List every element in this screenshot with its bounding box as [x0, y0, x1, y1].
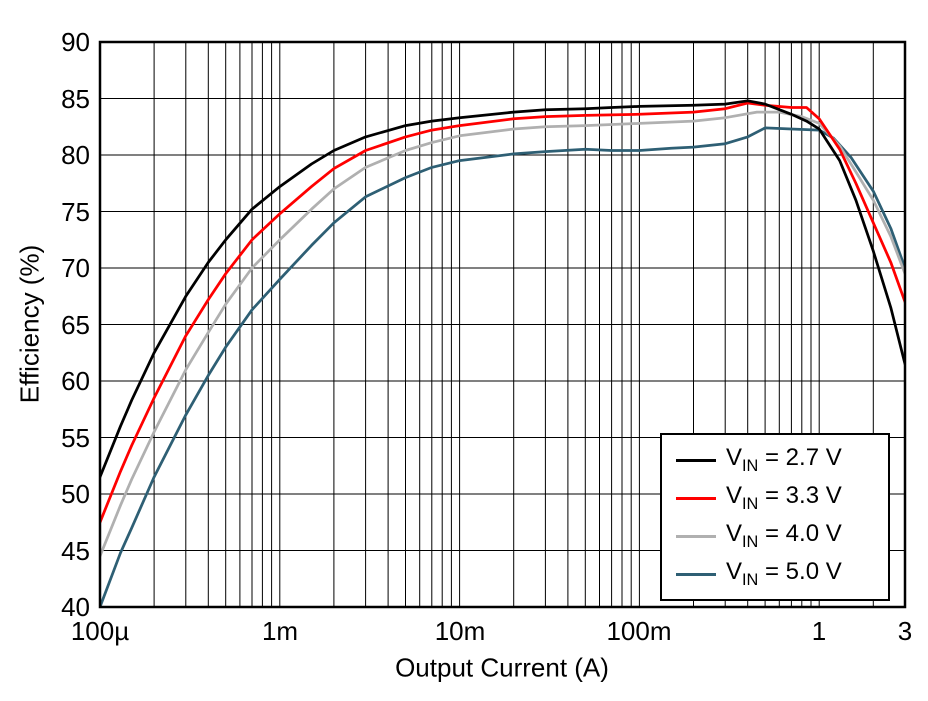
- legend-item-vin-3p3: VIN = 3.3 V: [676, 479, 874, 517]
- series-line-vin-5p0: [100, 126, 905, 607]
- legend-label: VIN = 5.0 V: [726, 558, 842, 589]
- x-tick-label: 10m: [434, 616, 486, 646]
- legend-line-swatch: [676, 572, 716, 576]
- x-tick-label: 3: [897, 616, 913, 646]
- x-axis-title: Output Current (A): [395, 652, 609, 683]
- legend-line-swatch: [676, 496, 716, 500]
- series-line-vin-4p0: [100, 110, 905, 558]
- y-tick-label: 45: [61, 536, 90, 566]
- series-line-vin-2p7: [100, 99, 905, 479]
- legend-line-swatch: [676, 534, 716, 538]
- plot-border: [98, 40, 907, 609]
- legend-item-vin-2p7: VIN = 2.7 V: [676, 441, 874, 479]
- series-line-vin-3p3: [100, 101, 905, 524]
- y-tick-label: 40: [61, 592, 90, 622]
- legend-label: VIN = 2.7 V: [726, 444, 842, 475]
- y-tick-label: 90: [61, 27, 90, 57]
- legend-item-vin-5p0: VIN = 5.0 V: [676, 555, 874, 593]
- legend-label: VIN = 3.3 V: [726, 482, 842, 513]
- y-tick-label: 75: [61, 197, 90, 227]
- y-tick-label: 70: [61, 253, 90, 283]
- y-tick-label: 85: [61, 84, 90, 114]
- x-tick-label: 1m: [261, 616, 299, 646]
- y-tick-label: 65: [61, 310, 90, 340]
- legend-label: VIN = 4.0 V: [726, 520, 842, 551]
- y-tick-label: 60: [61, 366, 90, 396]
- legend-item-vin-4p0: VIN = 4.0 V: [676, 517, 874, 555]
- x-tick-label: 1: [811, 616, 827, 646]
- x-tick-label: 100µ: [70, 616, 130, 646]
- legend: VIN = 2.7 V VIN = 3.3 V VIN = 4.0 V VIN …: [660, 433, 890, 601]
- legend-line-swatch: [676, 458, 716, 462]
- x-tick-label: 100m: [606, 616, 672, 646]
- y-tick-label: 55: [61, 423, 90, 453]
- y-tick-label: 80: [61, 140, 90, 170]
- y-axis-title: Efficiency (%): [14, 244, 45, 404]
- y-tick-label: 50: [61, 479, 90, 509]
